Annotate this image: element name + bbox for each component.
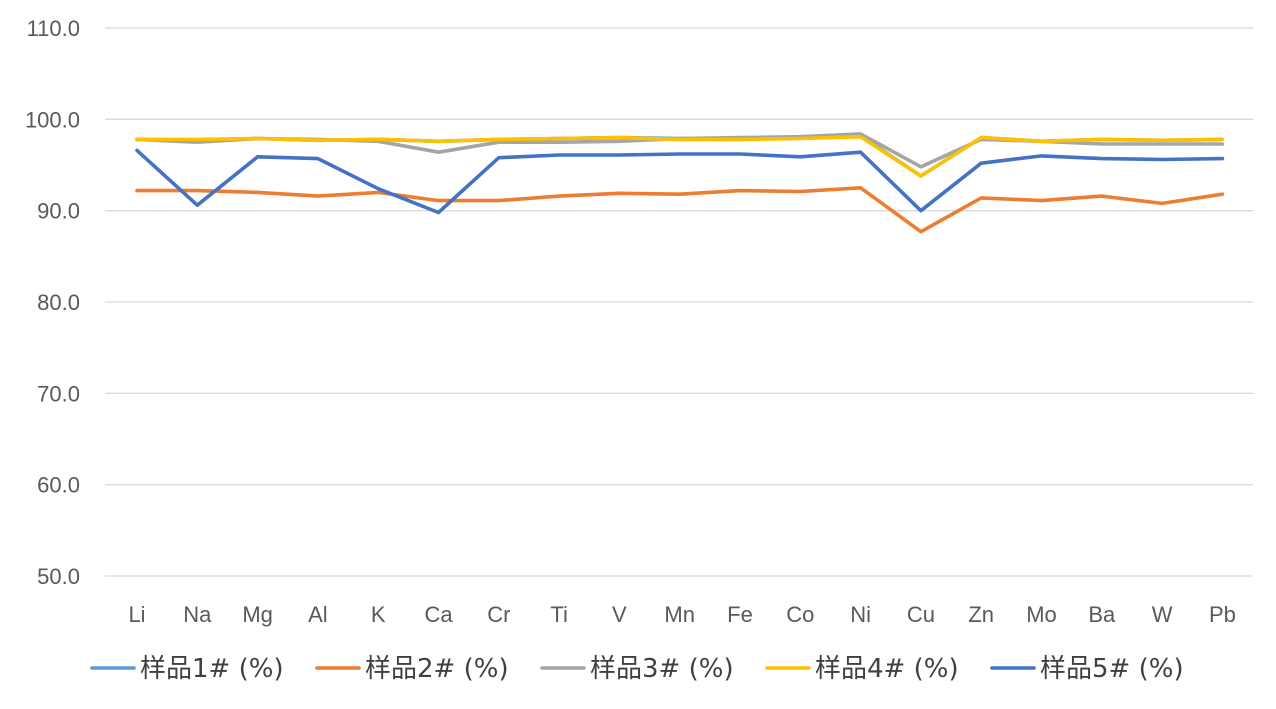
y-tick-label: 60.0 (37, 473, 80, 498)
x-tick-label: Na (183, 602, 212, 627)
series-line-5 (135, 148, 1225, 215)
legend-item: 样品3# (%) (540, 654, 734, 684)
legend-label: 样品1# (%) (140, 654, 284, 684)
x-tick-label: Ni (850, 602, 871, 627)
y-tick-label: 70.0 (37, 381, 80, 406)
gridlines (105, 27, 1253, 577)
legend-label: 样品3# (%) (590, 654, 734, 684)
x-tick-label: Li (128, 602, 145, 627)
x-tick-label: Fe (727, 602, 753, 627)
y-axis-tick-labels: 50.0 60.0 70.0 80.0 90.0 100.0 110.0 (25, 16, 80, 589)
legend: 样品1# (%) 样品2# (%) 样品3# (%) 样品4# (%) 样品5# (%) (90, 654, 1184, 684)
x-tick-label: Cr (487, 602, 510, 627)
legend-item: 样品2# (%) (315, 654, 509, 684)
series-line-2 (135, 186, 1225, 234)
y-tick-label: 80.0 (37, 290, 80, 315)
x-tick-label: K (371, 602, 386, 627)
series-lines (135, 132, 1225, 234)
x-tick-label: Al (308, 602, 328, 627)
x-tick-label: Mo (1026, 602, 1057, 627)
x-tick-label: Mn (664, 602, 695, 627)
x-tick-label: Ca (424, 602, 453, 627)
legend-label: 样品5# (%) (1040, 654, 1184, 684)
legend-label: 样品2# (%) (365, 654, 509, 684)
y-tick-label: 100.0 (25, 107, 80, 132)
series-line-4 (135, 134, 1225, 178)
x-axis-tick-labels: Li Na Mg Al K Ca Cr Ti V Mn Fe Co Ni Cu Zn Mo Ba W Pb (128, 602, 1235, 627)
legend-item: 样品1# (%) (90, 654, 284, 684)
x-tick-label: Mg (242, 602, 273, 627)
x-tick-label: Ti (550, 602, 568, 627)
y-tick-label: 110.0 (27, 16, 80, 41)
x-tick-label: Co (786, 602, 814, 627)
x-tick-label: Cu (907, 602, 935, 627)
x-tick-label: Ba (1088, 602, 1116, 627)
y-tick-label: 90.0 (37, 199, 80, 224)
y-tick-label: 50.0 (37, 564, 80, 589)
x-tick-label: Pb (1209, 602, 1236, 627)
legend-item: 样品5# (%) (990, 654, 1184, 684)
x-tick-label: W (1152, 602, 1173, 627)
legend-label: 样品4# (%) (815, 654, 959, 684)
legend-item: 样品4# (%) (765, 654, 959, 684)
x-tick-label: Zn (968, 602, 994, 627)
x-tick-label: V (612, 602, 627, 627)
